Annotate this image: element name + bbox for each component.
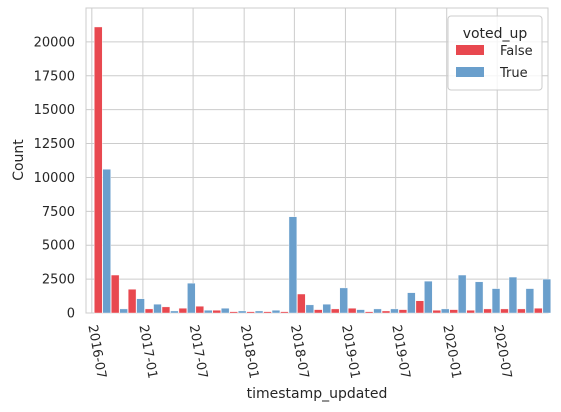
bar-true [525, 288, 535, 314]
x-tick-label: 2018-07 [287, 324, 311, 380]
bar-false [466, 310, 475, 314]
bar-true [441, 308, 450, 314]
bar-false [364, 311, 374, 314]
bar-true [254, 310, 264, 314]
legend: voted_up False True [447, 15, 543, 91]
legend-label-true: True [499, 66, 528, 81]
bar-true [221, 308, 230, 314]
bar-true [339, 287, 348, 314]
legend-swatch-true [456, 67, 484, 77]
y-axis: 0 2500 5000 7500 10000 12500 15000 17500 20000 [34, 35, 75, 321]
x-tick-label: 2016-07 [84, 324, 108, 380]
x-axis: 2016-07 2017-01 2017-07 2018-01 2018-07 2019-… [84, 324, 514, 380]
bar-false [331, 308, 340, 314]
x-tick-label: 2018-01 [237, 324, 261, 380]
bar-false [449, 309, 458, 314]
bar-false [348, 308, 357, 314]
y-tick-label: 15000 [34, 103, 75, 118]
bar-false [111, 274, 120, 314]
y-tick-label: 7500 [42, 205, 75, 220]
y-tick-label: 5000 [42, 239, 75, 254]
bar-false [280, 311, 289, 314]
x-tick-label: 2017-01 [135, 324, 159, 380]
bar-false [195, 306, 204, 314]
legend-label-false: False [500, 44, 533, 59]
bar-false [246, 311, 255, 314]
bar-false [229, 311, 238, 314]
y-axis-title: Count [11, 139, 27, 181]
bar-true [187, 282, 196, 314]
bar-false [297, 293, 306, 314]
bar-false [517, 308, 526, 314]
bar-false [483, 308, 492, 314]
bar-true [102, 169, 111, 314]
bar-true [322, 303, 331, 314]
bar-false [314, 309, 323, 314]
bar-false [127, 289, 137, 314]
bar-true [271, 310, 281, 314]
bar-false [415, 300, 424, 314]
x-tick-label: 2019-07 [388, 324, 412, 380]
bar-false [534, 308, 543, 314]
y-tick-label: 2500 [42, 273, 75, 288]
bar-false [144, 308, 154, 314]
bar-true [288, 216, 298, 314]
y-tick-label: 10000 [34, 171, 75, 186]
bar-true [356, 309, 365, 314]
bar-false [178, 308, 188, 314]
bar-true [491, 288, 501, 314]
y-tick-label: 0 [67, 307, 75, 322]
x-tick-label: 2020-01 [439, 324, 463, 380]
bar-true [458, 274, 467, 314]
x-tick-label: 2017-07 [186, 324, 210, 380]
bar-true [407, 292, 416, 314]
bar-true [542, 278, 551, 314]
y-tick-label: 17500 [34, 69, 75, 84]
bar-true [474, 281, 484, 314]
bar-false [161, 306, 171, 314]
bar-true [237, 310, 247, 314]
bar-false [381, 310, 391, 314]
bar-false [212, 310, 221, 314]
bar-true [170, 310, 179, 314]
y-tick-label: 20000 [34, 35, 75, 50]
x-axis-title: timestamp_updated [247, 386, 388, 402]
y-tick-label: 12500 [34, 137, 75, 152]
legend-title: voted_up [463, 26, 528, 42]
bar-true [390, 308, 399, 314]
bar-true [305, 304, 314, 314]
bar-false [398, 309, 408, 314]
bar-true [204, 310, 213, 314]
bar-true [424, 280, 433, 314]
x-tick-label: 2020-07 [490, 324, 514, 380]
bar-true [373, 308, 382, 314]
bar-false [432, 310, 441, 314]
bar-false [500, 308, 509, 314]
bar-true [153, 303, 162, 314]
x-tick-label: 2019-01 [338, 324, 362, 380]
bar-true [136, 298, 145, 314]
bar-true [508, 276, 518, 314]
legend-swatch-false [456, 45, 484, 55]
bar-false [263, 311, 272, 314]
bar-true [119, 308, 128, 314]
bar-false [94, 26, 103, 314]
bars [94, 26, 551, 314]
